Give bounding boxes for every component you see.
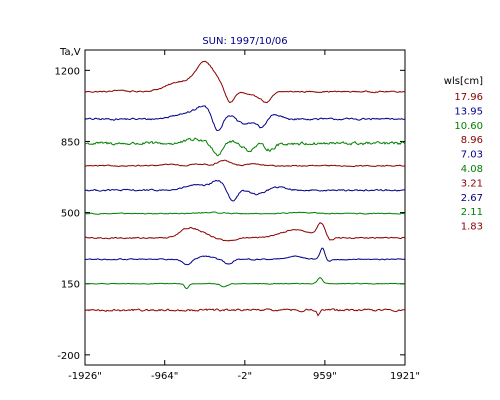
legend-entry: 13.95 [454,106,483,117]
legend-entry: 1.83 [461,222,483,233]
series-lines [84,60,406,317]
series-line [85,247,406,266]
x-tick-label: -964" [151,371,178,382]
series-line [84,137,406,157]
y-tick-label: 1200 [55,66,80,77]
legend-entry: 7.03 [461,150,483,161]
y-tick-label: 500 [61,209,80,220]
series-line [84,277,406,290]
y-axis: 1200 850 500 150 -200 [55,66,405,362]
y-tick-label: 150 [61,280,80,291]
x-tick-label: -1926" [68,371,102,382]
y-tick-label: 850 [61,137,80,148]
series-line [84,308,405,317]
series-line [84,179,406,202]
legend: 17.96 13.95 10.60 8.96 7.03 4.08 3.21 2.67 2.11 1… [454,92,483,233]
series-line [84,211,405,215]
x-tick-label: 959" [313,371,337,382]
legend-entry: 8.96 [461,135,483,146]
series-line [84,159,406,168]
legend-entry: 4.08 [461,164,483,175]
x-tick-label: 1921" [390,371,420,382]
x-axis: -1926" -964" -2" 959" 1921" [68,50,420,382]
y-axis-label: Ta,V [59,47,81,58]
y-tick-label: -200 [57,351,80,362]
legend-entry: 17.96 [454,92,483,103]
plot-area-frame [84,49,406,366]
legend-entry: 2.11 [461,207,483,218]
legend-title: wls[cm] [444,76,483,87]
legend-entry: 10.60 [454,121,483,132]
series-line [84,222,406,242]
series-line [84,105,406,132]
legend-entry: 2.67 [461,193,483,204]
legend-entry: 3.21 [461,178,483,189]
chart-title: SUN: 1997/10/06 [202,36,287,47]
series-line [84,60,406,104]
x-tick-label: -2" [238,371,253,382]
